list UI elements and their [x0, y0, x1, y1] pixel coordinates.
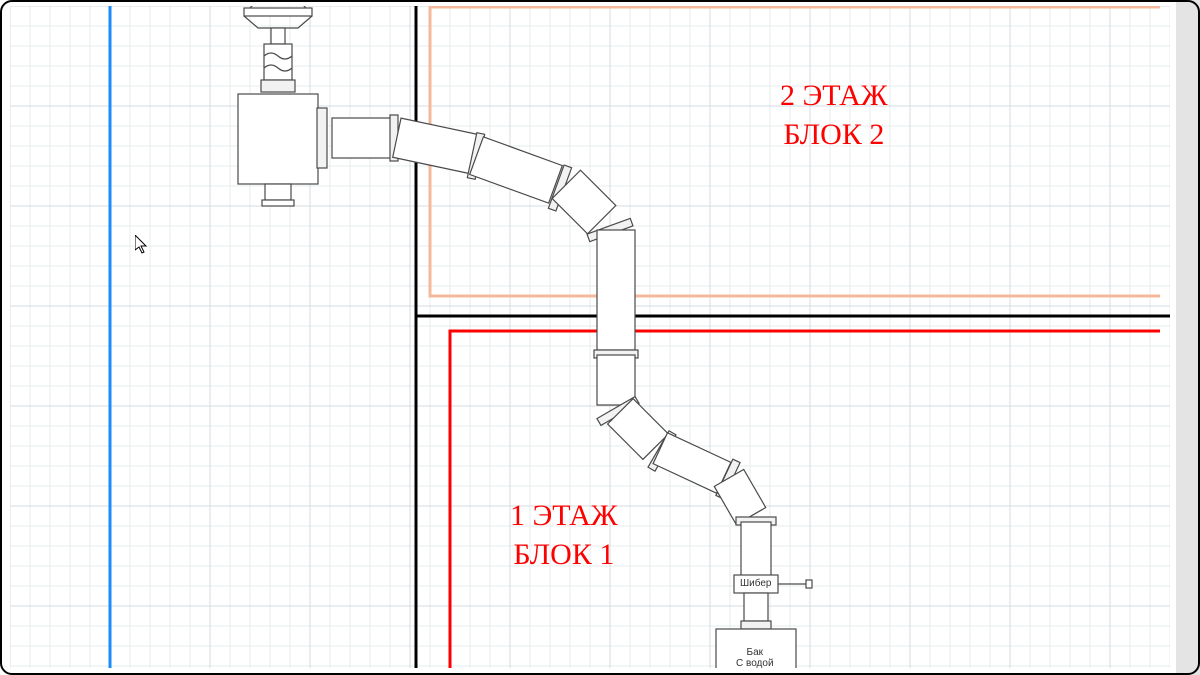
damper-label: Шибер [740, 578, 772, 589]
floor2-label: 2 ЭТАЖ БЛОК 2 [780, 76, 888, 154]
cursor-icon [135, 235, 151, 257]
floor1-label: 1 ЭТАЖ БЛОК 1 [510, 496, 618, 574]
app-right-gutter [1176, 0, 1200, 675]
tank-label: Бак С водой [736, 647, 774, 669]
